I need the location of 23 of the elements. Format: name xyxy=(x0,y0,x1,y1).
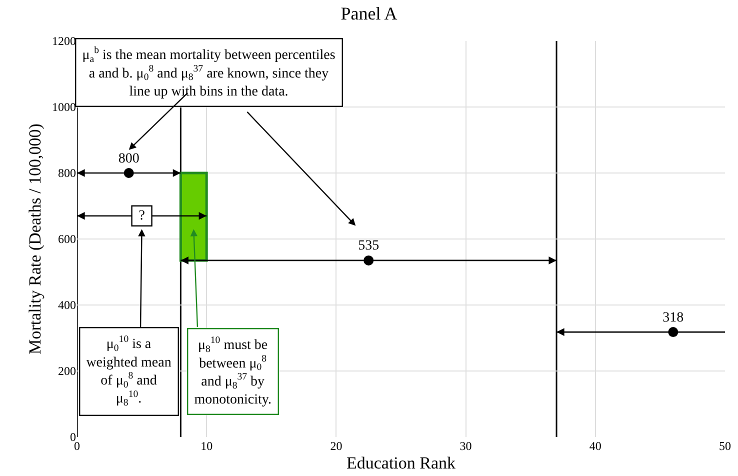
text: μ$_{a}$$^{b}$ is the mean mortality between percentiles a and b. μ$_{0}$$^{8}$ and μ$_{8}$$^{37}$ are known, since they line up with bins in the data. xyxy=(82,45,336,100)
chart-title: Panel A xyxy=(340,4,398,24)
y-tick-label: 1000 xyxy=(52,100,76,114)
text: μ$_{0}$$^{10}$ is a weighted mean of μ$_{0}$$^{8}$ and μ$_{8}$$^{10}$. xyxy=(86,334,172,409)
x-tick-label: 30 xyxy=(460,439,472,453)
data-label: ? xyxy=(138,208,145,224)
y-tick-label: 200 xyxy=(58,364,76,378)
data-label: 800 xyxy=(118,151,140,166)
x-tick-label: 50 xyxy=(719,439,731,453)
y-axis-title: Mortality Rate (Deaths / 100,000) xyxy=(26,124,45,354)
data-label: 535 xyxy=(358,238,380,254)
point xyxy=(124,168,134,178)
y-tick-label: 400 xyxy=(58,298,76,312)
x-axis-title: Education Rank xyxy=(346,453,456,472)
data-label: 318 xyxy=(662,310,684,326)
y-tick-label: 800 xyxy=(58,166,76,180)
point xyxy=(668,327,678,338)
y-tick-label: 600 xyxy=(58,232,76,246)
point xyxy=(364,255,374,266)
x-tick-label: 10 xyxy=(200,439,213,453)
x-tick-label: 40 xyxy=(589,439,602,453)
y-tick-label: 1200 xyxy=(52,34,76,48)
x-tick-label: 20 xyxy=(330,439,342,453)
